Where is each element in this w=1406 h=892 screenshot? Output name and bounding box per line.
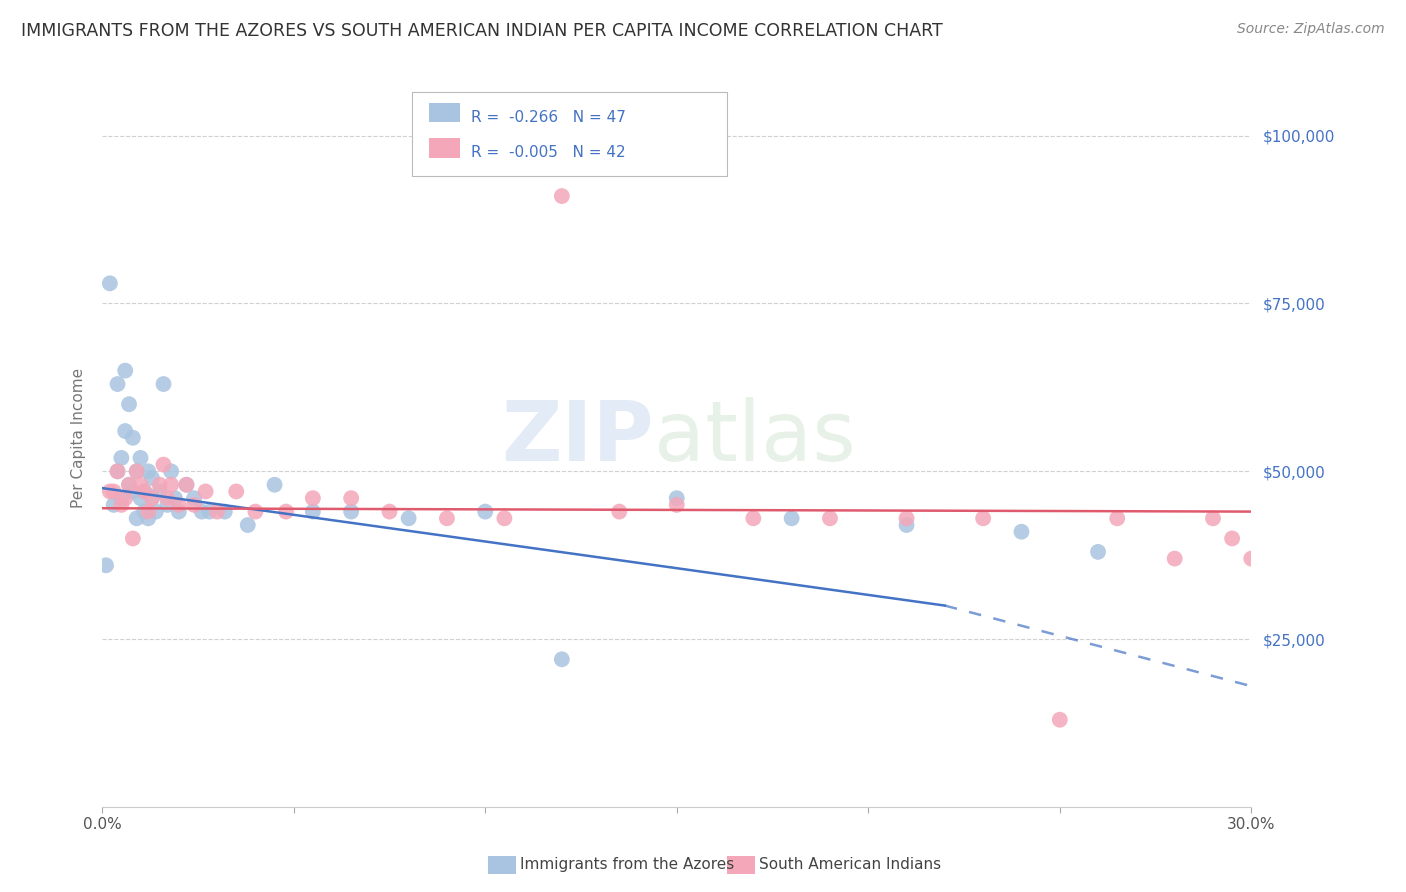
Point	[121, 431, 143, 445]
Point	[340, 505, 363, 519]
Point	[198, 505, 221, 519]
Point	[665, 491, 688, 505]
Point	[1240, 551, 1263, 566]
Point	[114, 424, 136, 438]
Point	[896, 511, 918, 525]
Point	[742, 511, 765, 525]
Point	[129, 491, 152, 505]
Text: IMMIGRANTS FROM THE AZORES VS SOUTH AMERICAN INDIAN PER CAPITA INCOME CORRELATIO: IMMIGRANTS FROM THE AZORES VS SOUTH AMER…	[21, 22, 943, 40]
Point	[436, 511, 458, 525]
Point	[98, 484, 121, 499]
Point	[156, 491, 179, 505]
Point	[107, 464, 129, 478]
Point	[1163, 551, 1185, 566]
Point	[245, 505, 267, 519]
Point	[136, 464, 159, 478]
Point	[134, 484, 156, 499]
Point	[141, 491, 163, 505]
Point	[398, 511, 420, 525]
Point	[176, 477, 198, 491]
Point	[103, 498, 125, 512]
Point	[225, 484, 247, 499]
Point	[167, 498, 190, 512]
Point	[107, 377, 129, 392]
Text: Source: ZipAtlas.com: Source: ZipAtlas.com	[1237, 22, 1385, 37]
Point	[474, 505, 496, 519]
Point	[149, 477, 172, 491]
Text: Immigrants from the Azores: Immigrants from the Azores	[520, 857, 734, 871]
Point	[136, 511, 159, 525]
Point	[1107, 511, 1129, 525]
Point	[114, 363, 136, 377]
Point	[118, 477, 141, 491]
Point	[110, 450, 132, 465]
Text: R =  -0.266   N = 47: R = -0.266 N = 47	[471, 110, 626, 125]
Point	[121, 532, 143, 546]
Point	[129, 477, 152, 491]
Text: South American Indians: South American Indians	[759, 857, 942, 871]
Point	[118, 477, 141, 491]
Point	[110, 498, 132, 512]
Point	[665, 498, 688, 512]
Point	[274, 505, 297, 519]
Point	[183, 498, 205, 512]
Point	[118, 397, 141, 411]
Point	[1087, 545, 1109, 559]
Point	[818, 511, 841, 525]
Point	[141, 491, 163, 505]
Point	[205, 505, 228, 519]
Point	[214, 505, 236, 519]
Point	[125, 464, 148, 478]
Point	[551, 189, 574, 203]
Point	[236, 518, 259, 533]
Y-axis label: Per Capita Income: Per Capita Income	[72, 368, 86, 508]
Point	[1220, 532, 1243, 546]
Point	[152, 377, 174, 392]
Point	[110, 491, 132, 505]
Text: atlas: atlas	[654, 397, 855, 478]
Point	[607, 505, 630, 519]
Point	[125, 511, 148, 525]
Point	[152, 458, 174, 472]
Point	[1202, 511, 1225, 525]
Point	[103, 484, 125, 499]
Point	[191, 505, 214, 519]
Point	[972, 511, 994, 525]
Point	[134, 505, 156, 519]
Point	[183, 491, 205, 505]
Point	[129, 450, 152, 465]
Text: ZIP: ZIP	[502, 397, 654, 478]
Point	[134, 484, 156, 499]
Point	[167, 505, 190, 519]
Point	[896, 518, 918, 533]
Point	[302, 505, 325, 519]
Point	[176, 477, 198, 491]
Point	[94, 558, 117, 573]
Point	[107, 464, 129, 478]
Point	[780, 511, 803, 525]
Point	[263, 477, 285, 491]
Point	[125, 464, 148, 478]
Point	[145, 505, 167, 519]
Point	[494, 511, 516, 525]
Point	[121, 484, 143, 499]
Point	[1049, 713, 1071, 727]
Point	[141, 471, 163, 485]
Point	[551, 652, 574, 666]
Point	[1011, 524, 1033, 539]
Point	[136, 505, 159, 519]
Point	[194, 484, 217, 499]
Point	[114, 491, 136, 505]
Point	[156, 498, 179, 512]
Point	[160, 464, 183, 478]
Point	[378, 505, 401, 519]
Point	[98, 277, 121, 291]
Point	[163, 491, 186, 505]
Point	[302, 491, 325, 505]
Point	[340, 491, 363, 505]
Point	[160, 477, 183, 491]
Point	[149, 484, 172, 499]
Text: R =  -0.005   N = 42: R = -0.005 N = 42	[471, 145, 626, 161]
